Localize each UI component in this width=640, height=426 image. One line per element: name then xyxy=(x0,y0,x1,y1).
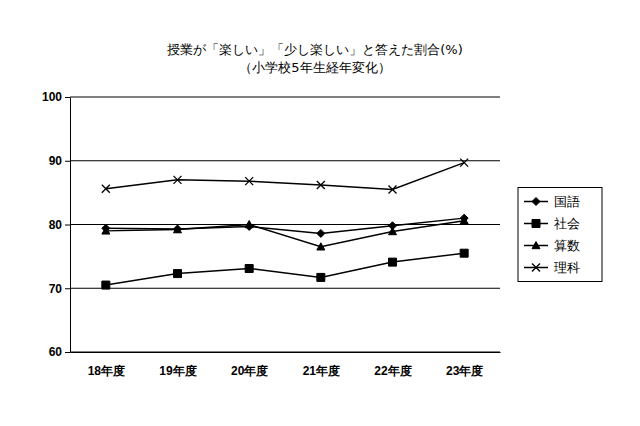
y-tick-label: 80 xyxy=(49,218,63,232)
y-tick-mark xyxy=(65,352,70,353)
grid-line xyxy=(70,352,500,353)
y-tick: 100 xyxy=(42,90,70,104)
x-axis: 18年度 19年度 20年度 21年度 22年度 23年度 xyxy=(71,352,501,378)
series-marker xyxy=(389,258,397,266)
y-tick-label: 60 xyxy=(49,345,63,359)
series-line xyxy=(106,253,464,285)
series-marker xyxy=(102,281,110,289)
legend-label: 国語 xyxy=(554,194,580,209)
series-line xyxy=(106,163,464,190)
series xyxy=(102,159,468,194)
x-axis-line xyxy=(71,352,501,353)
series-marker xyxy=(460,217,468,224)
series-marker xyxy=(317,273,325,281)
legend-label: 算数 xyxy=(554,238,580,253)
y-tick-mark xyxy=(65,225,70,226)
x-tick: 20年度 xyxy=(231,352,268,378)
legend-label: 社会 xyxy=(554,216,580,231)
series xyxy=(102,217,468,250)
y-tick-label: 100 xyxy=(42,90,62,104)
legend-marker xyxy=(532,264,540,272)
series-marker xyxy=(317,229,325,237)
grid xyxy=(70,97,500,352)
series-layer xyxy=(102,159,468,289)
x-tick-label: 23年度 xyxy=(446,364,483,378)
series xyxy=(102,214,468,237)
legend-marker xyxy=(532,220,540,228)
series-marker xyxy=(245,221,253,228)
series-marker xyxy=(174,226,182,233)
legend-marker xyxy=(532,242,540,249)
y-tick-mark xyxy=(65,161,70,162)
y-tick: 60 xyxy=(49,345,70,359)
legend-label: 理科 xyxy=(554,260,580,275)
legend-item: 国語 xyxy=(524,194,580,209)
y-tick: 90 xyxy=(49,154,70,168)
y-tick-label: 90 xyxy=(49,154,63,168)
x-tick-label: 18年度 xyxy=(88,364,125,378)
y-tick-label: 70 xyxy=(49,282,63,296)
series-marker xyxy=(460,249,468,257)
series-line xyxy=(106,221,464,247)
series-marker xyxy=(174,270,182,278)
series-line xyxy=(106,218,464,233)
series-marker xyxy=(174,176,182,184)
grid-line xyxy=(70,97,500,98)
series-marker xyxy=(317,181,325,189)
legend-item: 算数 xyxy=(524,238,580,253)
x-tick: 23年度 xyxy=(446,352,483,378)
y-tick-mark xyxy=(65,97,70,98)
series-marker xyxy=(245,264,253,272)
legend-item: 社会 xyxy=(524,216,580,231)
x-tick: 21年度 xyxy=(303,352,340,378)
chart: 授業が「楽しい」「少し楽しい」と答えた割合(%) （小学校5年生経年変化） 60 70… xyxy=(0,0,640,426)
plot: 60 70 80 90 100 18年度 19年度 20年度 21年度 22年度 23年度 xyxy=(42,90,501,377)
y-axis-line xyxy=(70,98,71,353)
x-tick: 19年度 xyxy=(159,352,196,378)
series-marker xyxy=(317,243,325,250)
legend-box xyxy=(518,188,602,282)
y-tick-mark xyxy=(65,288,70,289)
x-tick-label: 22年度 xyxy=(374,364,411,378)
y-tick: 70 xyxy=(49,282,70,296)
series-marker xyxy=(389,185,397,193)
x-tick-label: 19年度 xyxy=(159,364,196,378)
series xyxy=(102,249,468,289)
series-marker xyxy=(460,159,468,167)
legend: 国語社会算数理科 xyxy=(518,188,602,282)
x-tick: 22年度 xyxy=(374,352,411,378)
x-tick: 18年度 xyxy=(88,352,125,378)
y-tick: 80 xyxy=(49,218,70,232)
series-marker xyxy=(245,177,253,185)
y-axis: 60 70 80 90 100 xyxy=(42,90,71,359)
grid-line xyxy=(70,160,500,161)
x-tick-label: 21年度 xyxy=(303,364,340,378)
series-marker xyxy=(102,227,110,234)
series-marker xyxy=(102,185,110,193)
x-tick-label: 20年度 xyxy=(231,364,268,378)
legend-marker xyxy=(532,198,540,206)
grid-line xyxy=(70,288,500,289)
series-marker xyxy=(389,228,397,235)
title: 授業が「楽しい」「少し楽しい」と答えた割合(%) xyxy=(167,42,463,57)
legend-item: 理科 xyxy=(524,260,580,275)
subtitle: （小学校5年生経年変化） xyxy=(239,60,390,75)
